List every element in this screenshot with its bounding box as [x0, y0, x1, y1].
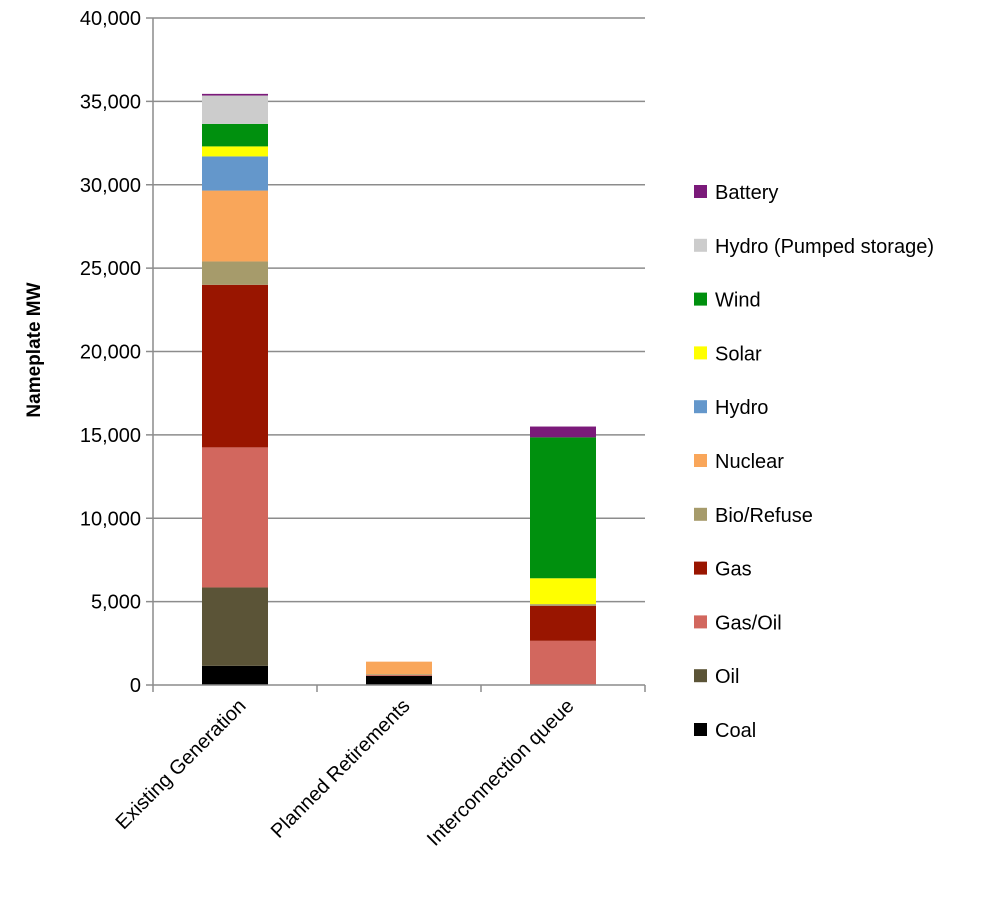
y-tick-label: 25,000: [80, 258, 141, 280]
bar-segment: [530, 437, 596, 579]
legend-swatch: [694, 400, 707, 414]
legend-swatch: [694, 669, 707, 683]
bar-segment: [202, 93, 268, 96]
bar-segment: [530, 426, 596, 438]
bar-segment: [202, 95, 268, 124]
legend-swatch: [694, 238, 707, 252]
legend-label: Wind: [715, 290, 761, 312]
legend-swatch: [694, 292, 707, 306]
y-tick-label: 35,000: [80, 91, 141, 113]
axes: [146, 17, 646, 692]
legend-label: Solar: [715, 343, 762, 365]
legend-swatch: [694, 615, 707, 629]
bar-segment: [202, 156, 268, 191]
bars: [202, 93, 596, 685]
legend-label: Hydro: [715, 397, 768, 419]
x-category-label: Planned Retirements: [267, 695, 415, 843]
y-tick-label: 40,000: [80, 8, 141, 30]
bar-segment: [530, 578, 596, 605]
bar-segment: [202, 665, 268, 685]
bar-segment: [366, 661, 432, 675]
bar-segment: [366, 674, 432, 676]
y-tick-label: 0: [130, 675, 141, 697]
y-tick-labels: 0 5,000 10,000 15,000 20,000 25,000 30,000 35,0…: [80, 8, 141, 697]
y-tick-label: 20,000: [80, 342, 141, 364]
x-category-label: Existing Generation: [112, 695, 251, 834]
x-category-labels: Existing Generation Planned Retirements In…: [112, 695, 579, 851]
bar-segment: [366, 675, 432, 685]
legend-label: Coal: [715, 720, 756, 742]
bar-segment: [366, 674, 432, 675]
y-axis-title: Nameplate MW: [24, 282, 45, 417]
legend: Battery Hydro (Pumped storage) Wind Solar Hy…: [694, 182, 934, 742]
legend-label: Gas/Oil: [715, 612, 782, 634]
bar-segment: [202, 447, 268, 588]
x-category-label: Interconnection queue: [423, 695, 579, 851]
bar-segment: [202, 284, 268, 448]
legend-swatch: [694, 346, 707, 360]
legend-label: Bio/Refuse: [715, 505, 813, 527]
y-tick-label: 15,000: [80, 425, 141, 447]
bar-segment: [202, 261, 268, 285]
legend-swatch: [694, 185, 707, 198]
bar-segment: [202, 587, 268, 666]
bar-segment: [530, 604, 596, 606]
bar-segment: [530, 640, 596, 685]
y-tick-label: 10,000: [80, 508, 141, 530]
legend-label: Gas: [715, 559, 752, 581]
legend-swatch: [694, 507, 707, 521]
y-tick-label: 30,000: [80, 175, 141, 197]
bar-segment: [202, 146, 268, 157]
bar-segment: [202, 190, 268, 262]
bar-segment: [202, 123, 268, 147]
legend-swatch: [694, 561, 707, 575]
legend-label: Oil: [715, 666, 739, 688]
legend-swatch: [694, 454, 707, 467]
legend-label: Nuclear: [715, 451, 784, 473]
legend-label: Hydro (Pumped storage): [715, 236, 934, 258]
bar-segment: [530, 605, 596, 641]
legend-label: Battery: [715, 182, 778, 204]
y-tick-label: 5,000: [91, 592, 141, 614]
legend-swatch: [694, 723, 707, 736]
